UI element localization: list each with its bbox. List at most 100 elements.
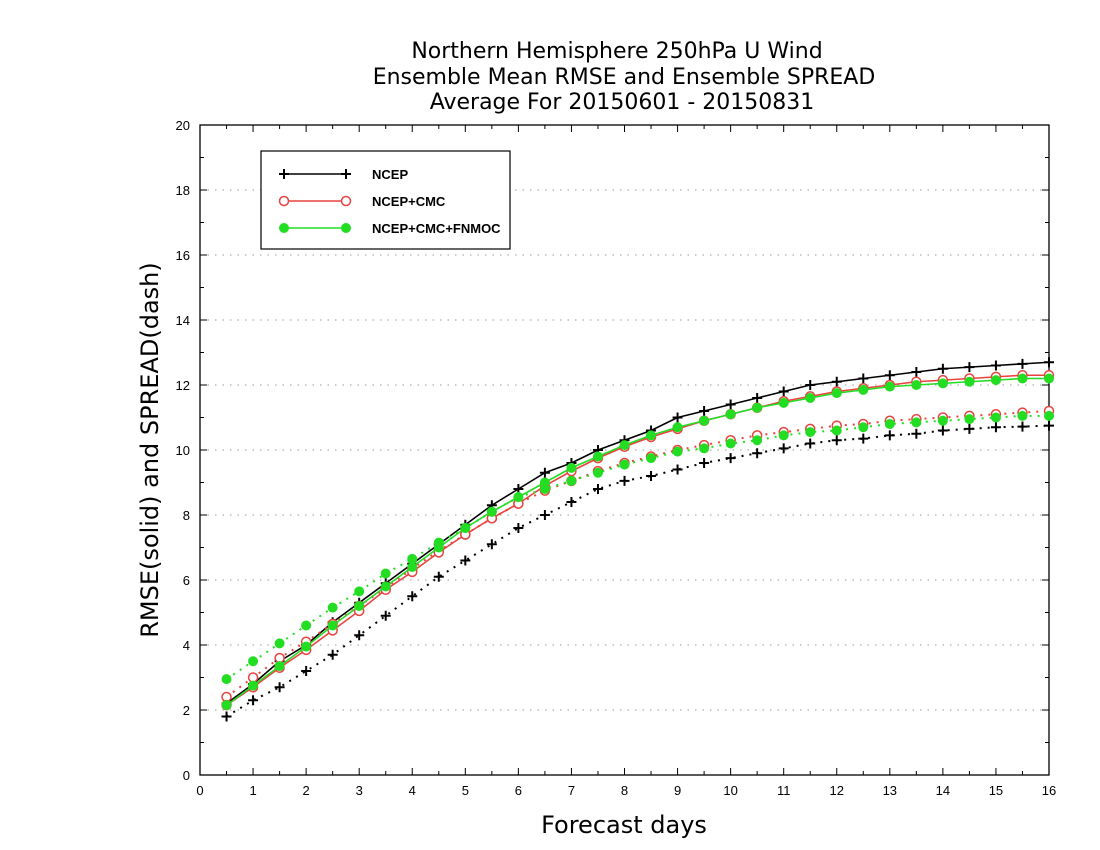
series-ncep-cmc-rmse [221,370,1055,711]
data-point-ncep-cmc-fnmoc-rmse [1017,373,1028,384]
data-point-ncep-cmc-fnmoc-spread [752,435,763,446]
data-point-ncep-rmse [725,399,736,410]
series-line-ncep-cmc-fnmoc-spread [225,414,1049,680]
data-point-ncep-cmc-fnmoc-spread [937,415,948,426]
data-point-ncep-cmc-fnmoc-rmse [805,393,816,403]
data-point-ncep-cmc-fnmoc-rmse [778,397,789,408]
data-point-ncep-rmse [805,380,816,390]
y-tick-label: 14 [176,313,190,328]
data-point-ncep-cmc-fnmoc-spread [990,412,1001,423]
data-point-ncep-cmc-fnmoc-rmse [407,562,418,572]
data-point-ncep-spread [407,591,418,602]
data-point-ncep-rmse [990,360,1001,371]
data-point-ncep-cmc-fnmoc-spread [911,417,922,428]
y-tick-label: 0 [183,768,190,783]
legend-marker [341,223,351,233]
data-point-ncep-cmc-fnmoc-rmse [460,523,471,533]
legend-marker [279,223,289,233]
data-point-ncep-spread [778,443,789,454]
y-tick-label: 10 [176,443,190,458]
data-point-ncep-cmc-fnmoc-rmse [513,492,524,503]
data-point-ncep-cmc-fnmoc-rmse [592,451,603,462]
data-point-ncep-spread [354,630,365,641]
y-tick-label: 12 [176,378,190,393]
data-point-ncep-cmc-fnmoc-rmse [539,477,550,488]
legend-label: NCEP+CMC [372,194,446,209]
data-point-ncep-cmc-fnmoc-spread [1044,410,1054,421]
data-point-ncep-spread [725,453,736,464]
data-point-ncep-cmc-fnmoc-rmse [354,601,365,611]
series-line-ncep-cmc-rmse [226,374,1049,706]
data-point-ncep-spread [646,471,657,481]
x-tick-label: 1 [249,783,256,798]
data-point-ncep-cmc-fnmoc-rmse [725,409,736,420]
data-point-ncep-spread [699,458,710,468]
data-point-ncep-cmc-fnmoc-rmse [699,415,710,426]
data-point-ncep-rmse [672,412,683,423]
x-tick-label: 8 [621,783,628,798]
x-tick-label: 11 [777,783,791,798]
x-tick-label: 0 [196,783,203,798]
legend-label: NCEP+CMC+FNMOC [372,221,501,236]
x-tick-label: 5 [462,783,469,798]
data-point-ncep-cmc-fnmoc-spread [619,459,630,470]
series-ncep-cmc-fnmoc-spread [221,410,1054,685]
data-point-ncep-spread [884,430,895,441]
data-point-ncep-cmc-fnmoc-spread [221,674,232,685]
data-point-ncep-cmc-fnmoc-rmse [301,641,312,652]
y-axis: 0 2 4 6 8 10 12 14 16 18 20 [176,118,1049,783]
data-point-ncep-spread [592,484,603,494]
data-point-ncep-cmc-fnmoc-rmse [884,381,895,392]
y-tick-label: 4 [183,638,190,653]
x-tick-label: 6 [515,783,522,798]
data-point-ncep-cmc-fnmoc-rmse [831,388,842,399]
data-point-ncep-spread [831,435,842,446]
series-line-ncep-cmc-spread [225,410,1050,698]
data-point-ncep-spread [433,571,444,582]
legend-box [260,150,511,250]
y-axis-label: RMSE(solid) and SPREAD(dash) [136,262,164,638]
x-axis-label: Forecast days [541,811,707,839]
data-point-ncep-cmc-fnmoc-spread [248,656,259,667]
legend: NCEP NCEP+CMC NCEP+CMC+FNMOC [260,150,511,250]
data-point-ncep-spread [858,433,869,444]
data-point-ncep-spread [937,425,948,436]
data-point-ncep-cmc-fnmoc-spread [1017,410,1028,421]
data-point-ncep-cmc-fnmoc-rmse [486,506,497,517]
legend-marker [340,195,352,207]
x-tick-label: 3 [356,783,363,798]
data-point-ncep-cmc-fnmoc-spread [354,586,365,597]
series-ncep-spread [221,420,1054,722]
legend-marker [279,169,289,179]
title-line-1: Northern Hemisphere 250hPa U Wind [411,39,822,64]
data-point-ncep-cmc-fnmoc-rmse [937,378,948,389]
data-point-ncep-rmse [778,386,789,397]
data-point-ncep-cmc-fnmoc-rmse [327,620,338,631]
data-point-ncep-rmse [858,373,869,384]
data-point-ncep-spread [513,523,524,533]
data-point-ncep-spread [327,649,338,660]
x-tick-label: 15 [989,783,1003,798]
data-point-ncep-cmc-fnmoc-spread [805,427,816,438]
data-point-ncep-spread [539,510,550,520]
data-point-ncep-rmse [539,467,550,478]
series-ncep-cmc-spread [221,405,1055,703]
data-point-ncep-cmc-fnmoc-rmse [858,384,869,395]
y-tick-label: 16 [176,248,190,263]
data-point-ncep-rmse [1044,357,1054,368]
x-tick-label: 9 [674,783,681,798]
data-point-ncep-cmc-fnmoc-spread [831,425,842,436]
data-point-ncep-spread [990,422,1001,433]
data-point-ncep-cmc-fnmoc-rmse [911,380,922,390]
data-point-ncep-cmc-fnmoc-spread [964,414,975,425]
data-point-ncep-cmc-fnmoc-rmse [380,581,391,592]
data-point-ncep-spread [248,695,259,706]
x-axis: 0 1 2 3 4 5 6 7 8 9 10 11 12 13 14 15 16 [196,125,1056,798]
legend-marker [341,169,351,179]
data-point-ncep-cmc-fnmoc-rmse [672,422,683,433]
legend-label: NCEP [372,167,408,182]
legend-marker [278,195,290,207]
x-tick-label: 10 [723,783,737,798]
chart-title: Northern Hemisphere 250hPa U Wind Ensemb… [373,39,876,115]
